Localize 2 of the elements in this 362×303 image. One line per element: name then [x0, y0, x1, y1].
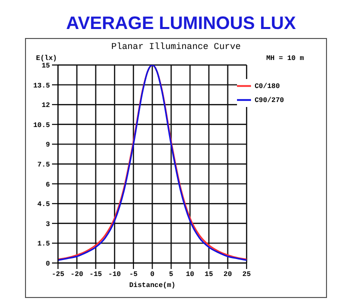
chart-title: AVERAGE LUMINOUS LUX	[65, 12, 297, 35]
chart-subtitle: Planar Illuminance Curve	[110, 42, 242, 52]
